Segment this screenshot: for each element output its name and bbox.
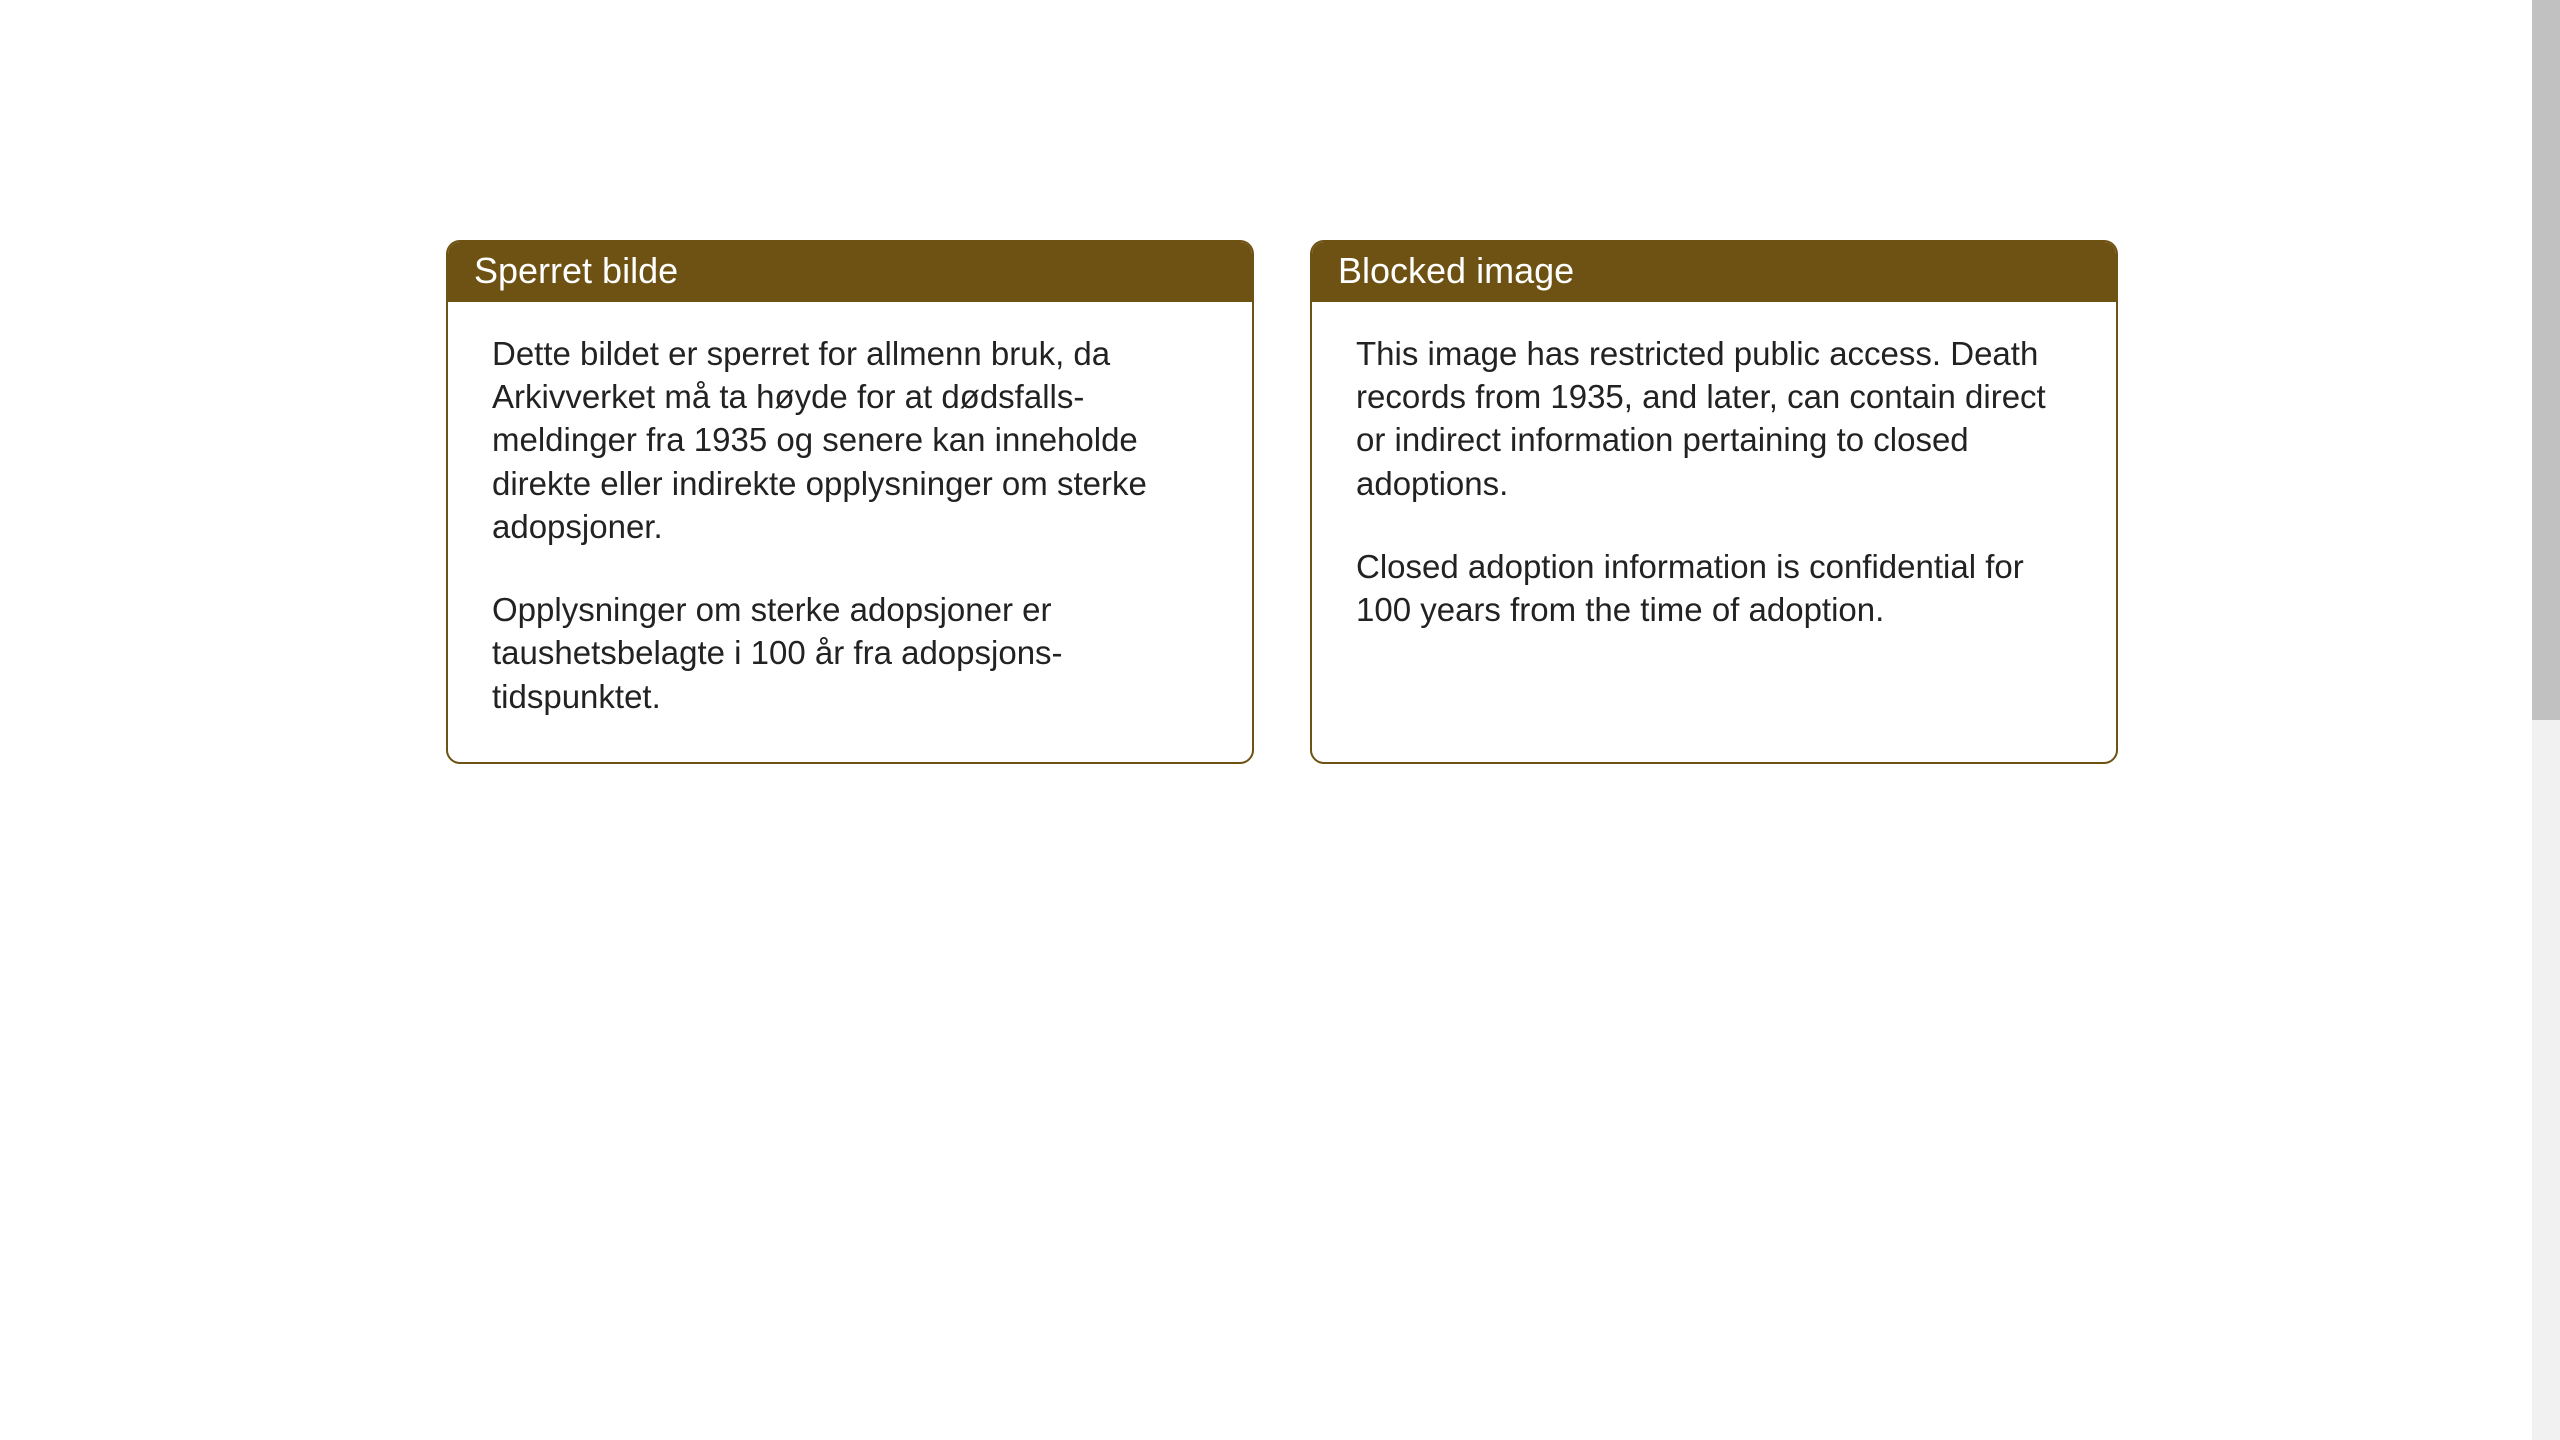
notice-container: Sperret bilde Dette bildet er sperret fo… [446,240,2118,764]
notice-title-english: Blocked image [1338,250,1574,291]
notice-header-norwegian: Sperret bilde [448,242,1252,302]
notice-title-norwegian: Sperret bilde [474,250,678,291]
notice-paragraph-english-1: This image has restricted public access.… [1356,332,2072,505]
notice-body-english: This image has restricted public access.… [1312,302,2116,712]
notice-paragraph-english-2: Closed adoption information is confident… [1356,545,2072,631]
scrollbar-track[interactable] [2532,0,2560,1440]
notice-card-norwegian: Sperret bilde Dette bildet er sperret fo… [446,240,1254,764]
notice-paragraph-norwegian-2: Opplysninger om sterke adopsjoner er tau… [492,588,1208,718]
notice-card-english: Blocked image This image has restricted … [1310,240,2118,764]
notice-header-english: Blocked image [1312,242,2116,302]
notice-body-norwegian: Dette bildet er sperret for allmenn bruk… [448,302,1252,762]
notice-paragraph-norwegian-1: Dette bildet er sperret for allmenn bruk… [492,332,1208,548]
scrollbar-thumb[interactable] [2532,0,2560,720]
